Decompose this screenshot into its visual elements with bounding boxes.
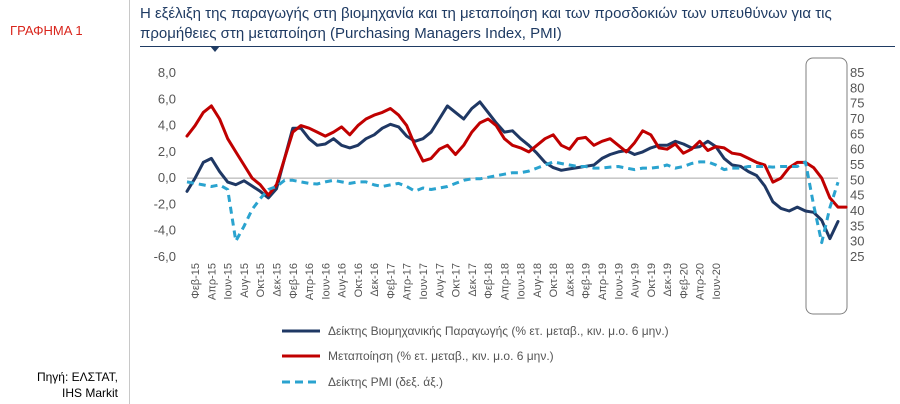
x-tick-label: Αυγ-15 [239,263,251,298]
x-tick-label: Δεκ-18 [564,263,576,297]
y-left-tick-label: 6,0 [158,91,176,106]
x-tick-label: Οκτ-16 [353,263,365,297]
x-tick-label: Φεβ-16 [288,263,300,299]
x-axis: Φεβ-15 Απρ-15 Ιουν-15 Αυγ-15 Οκτ-15 Δεκ-15 Φεβ… [190,263,723,300]
x-tick-label: Αυγ-18 [532,263,544,298]
x-tick-label: Δεκ-16 [369,263,381,297]
divider [129,0,130,404]
x-tick-label: Ιουν-19 [613,263,625,300]
y-right-tick-label: 85 [850,65,864,80]
y-right-tick-label: 80 [850,80,864,95]
legend-label: Δείκτης PMI (δεξ. άξ.) [328,375,443,389]
y-left-tick-label: -6,0 [154,249,176,264]
x-tick-label: Φεβ-17 [385,263,397,299]
y-right-tick-label: 25 [850,249,864,264]
x-tick-label: Οκτ-18 [548,263,560,297]
y-left-tick-label: 0,0 [158,170,176,185]
x-tick-label: Φεβ-20 [678,263,690,299]
x-tick-label: Απρ-18 [499,263,511,300]
x-tick-label: Ιουν-18 [516,263,528,300]
x-tick-label: Ιουν-15 [223,263,235,300]
chart-title: Η εξέλιξη της παραγωγής στη βιομηχανία κ… [140,5,832,42]
y-left-tick-label: -4,0 [154,223,176,238]
x-tick-label: Αυγ-19 [630,263,642,298]
y-left-tick-label: 4,0 [158,118,176,133]
y-left-tick-label: -2,0 [154,196,176,211]
sidebar: ΓΡΑΦΗΜΑ 1 Πηγή: ΕΛΣΤΑΤ, IHS Markit [0,0,126,404]
x-tick-label: Δεκ-17 [467,263,479,297]
x-tick-label: Φεβ-15 [190,263,202,299]
x-tick-label: Φεβ-18 [483,263,495,299]
x-tick-label: Δεκ-19 [662,263,674,297]
legend: Δείκτης Βιομηχανικής Παραγωγής (% ετ. με… [282,324,669,389]
x-tick-label: Απρ-17 [402,263,414,300]
x-tick-label: Απρ-20 [695,263,707,300]
legend-label: Δείκτης Βιομηχανικής Παραγωγής (% ετ. με… [328,324,669,338]
x-tick-label: Απρ-19 [597,263,609,300]
y-right-tick-label: 35 [850,218,864,233]
y-right-tick-label: 30 [850,234,864,249]
x-tick-label: Ιουν-16 [320,263,332,300]
x-tick-label: Δεκ-15 [272,263,284,297]
series-group [185,100,848,245]
x-tick-label: Ιουν-20 [711,263,723,300]
y-right-tick-label: 45 [850,188,864,203]
source-line-2: IHS Markit [61,386,118,400]
y-right-tick-label: 50 [850,172,864,187]
pmi-line [186,160,840,245]
x-tick-label: Οκτ-15 [255,263,267,297]
x-tick-label: Οκτ-19 [646,263,658,297]
legend-label: Μεταποίηση (% ετ. μεταβ., κιν. μ.ο. 6 μη… [328,349,554,363]
y-right-tick-label: 40 [850,203,864,218]
industrial-production-line [185,100,840,241]
y-right-tick-label: 75 [850,96,864,111]
y-right-tick-label: 55 [850,157,864,172]
x-tick-label: Απρ-16 [304,263,316,300]
y-left-tick-label: 2,0 [158,144,176,159]
x-tick-label: Απρ-15 [206,263,218,300]
manufacturing-line [185,104,848,209]
x-tick-label: Αυγ-16 [337,263,349,298]
x-tick-label: Ιουν-17 [418,263,430,300]
x-tick-label: Αυγ-17 [434,263,446,298]
y-left-tick-label: 8,0 [158,65,176,80]
highlight-box [805,57,848,315]
figure-label: ΓΡΑΦΗΜΑ 1 [10,23,83,38]
left-axis: -6,0 -4,0 -2,0 0,0 2,0 4,0 6,0 8,0 [154,65,176,264]
source-line-1: Πηγή: ΕΛΣΤΑΤ, [36,370,118,384]
x-tick-label: Φεβ-19 [581,263,593,299]
x-tick-label: Οκτ-17 [451,263,463,297]
title-underline [140,46,895,47]
y-right-tick-label: 60 [850,142,864,157]
y-right-tick-label: 65 [850,126,864,141]
title-pointer [210,46,220,52]
y-right-tick-label: 70 [850,111,864,126]
